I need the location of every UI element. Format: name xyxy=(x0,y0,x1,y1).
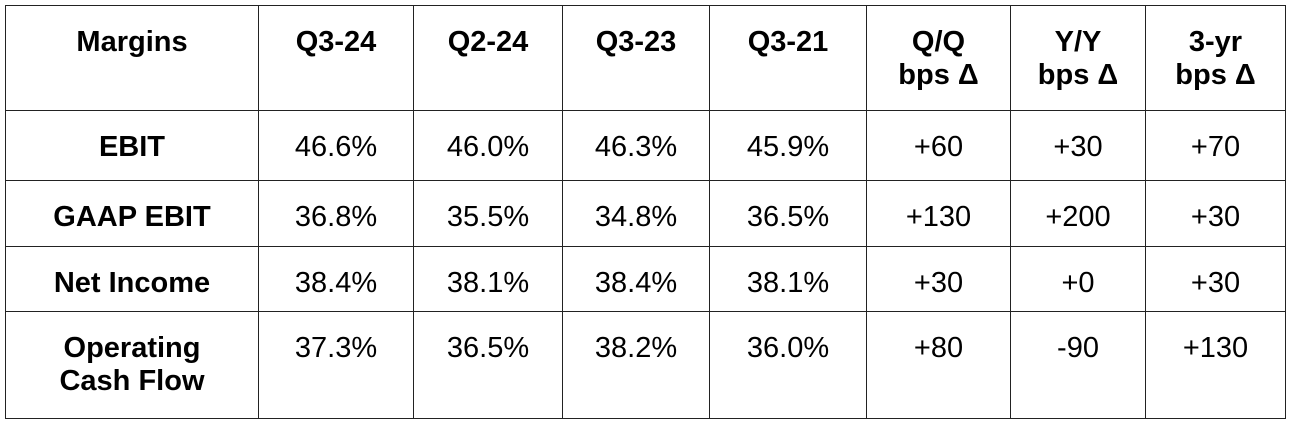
row-label: EBIT xyxy=(5,110,259,181)
table-cell: +60 xyxy=(866,110,1011,181)
table-cell: 38.4% xyxy=(562,246,710,312)
table-cell: 46.0% xyxy=(413,110,563,181)
table-cell: 46.6% xyxy=(258,110,414,181)
table-cell: 35.5% xyxy=(413,180,563,247)
table-cell: +30 xyxy=(1010,110,1146,181)
table-cell: 36.5% xyxy=(709,180,867,247)
table-cell: 38.1% xyxy=(413,246,563,312)
table-cell: +30 xyxy=(866,246,1011,312)
table-row: GAAP EBIT 36.8% 35.5% 34.8% 36.5% +130 +200 +30 xyxy=(5,180,1286,247)
margins-table: Margins Q3-24 Q2-24 Q3-23 Q3-21 Q/Q bps Δ Y/Y … xyxy=(5,5,1286,419)
table-cell: 36.5% xyxy=(413,311,563,419)
header-row: Margins Q3-24 Q2-24 Q3-23 Q3-21 Q/Q bps Δ Y/Y … xyxy=(5,5,1286,111)
header-cell: Q3-24 xyxy=(258,5,414,111)
table-cell: 46.3% xyxy=(562,110,710,181)
table-cell: 45.9% xyxy=(709,110,867,181)
table-cell: +70 xyxy=(1145,110,1286,181)
row-label: Operating Cash Flow xyxy=(5,311,259,419)
table-cell: +0 xyxy=(1010,246,1146,312)
table-cell: 37.3% xyxy=(258,311,414,419)
header-cell: Y/Y bps Δ xyxy=(1010,5,1146,111)
table-cell: 34.8% xyxy=(562,180,710,247)
header-cell: 3-yr bps Δ xyxy=(1145,5,1286,111)
table-row: Operating Cash Flow 37.3% 36.5% 38.2% 36.0% +… xyxy=(5,311,1286,419)
table-cell: 36.0% xyxy=(709,311,867,419)
header-cell: Margins xyxy=(5,5,259,111)
header-cell: Q3-21 xyxy=(709,5,867,111)
row-label: Net Income xyxy=(5,246,259,312)
table-cell: +130 xyxy=(866,180,1011,247)
table-cell: +30 xyxy=(1145,180,1286,247)
table-row: EBIT 46.6% 46.0% 46.3% 45.9% +60 +30 +70 xyxy=(5,110,1286,181)
table-cell: +30 xyxy=(1145,246,1286,312)
table-cell: 36.8% xyxy=(258,180,414,247)
table-cell: 38.2% xyxy=(562,311,710,419)
header-cell: Q3-23 xyxy=(562,5,710,111)
table-cell: +80 xyxy=(866,311,1011,419)
header-cell: Q2-24 xyxy=(413,5,563,111)
table-row: Net Income 38.4% 38.1% 38.4% 38.1% +30 +0 +30 xyxy=(5,246,1286,312)
row-label: GAAP EBIT xyxy=(5,180,259,247)
table-cell: +200 xyxy=(1010,180,1146,247)
header-cell: Q/Q bps Δ xyxy=(866,5,1011,111)
table-cell: 38.1% xyxy=(709,246,867,312)
table-cell: -90 xyxy=(1010,311,1146,419)
table-cell: +130 xyxy=(1145,311,1286,419)
table-cell: 38.4% xyxy=(258,246,414,312)
